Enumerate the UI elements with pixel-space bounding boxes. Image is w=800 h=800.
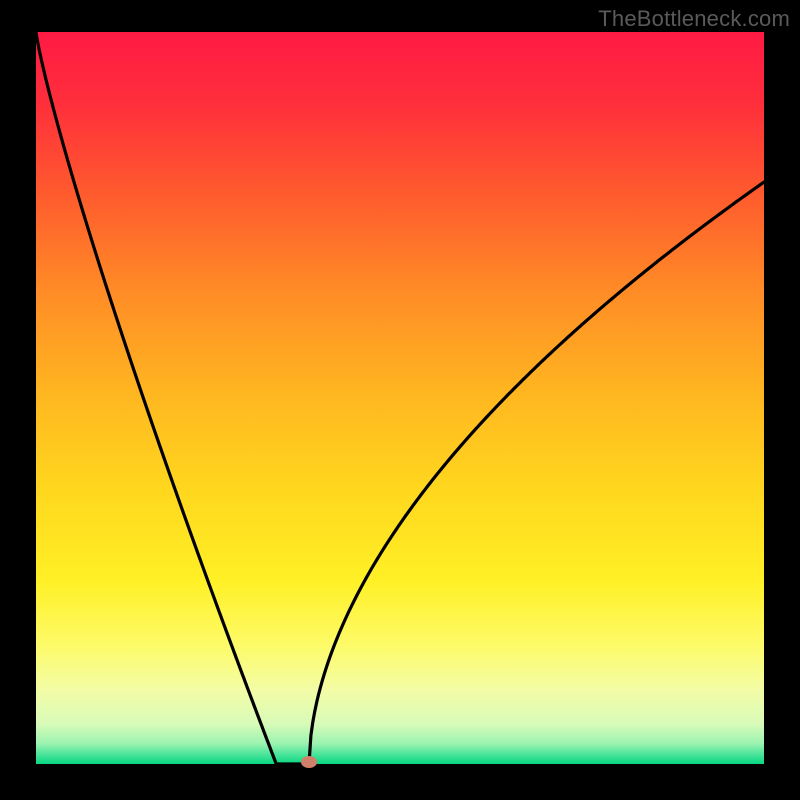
- optimal-point-marker: [301, 756, 317, 768]
- plot-svg: [0, 0, 800, 800]
- watermark-text: TheBottleneck.com: [598, 6, 790, 32]
- plot-background: [36, 32, 764, 764]
